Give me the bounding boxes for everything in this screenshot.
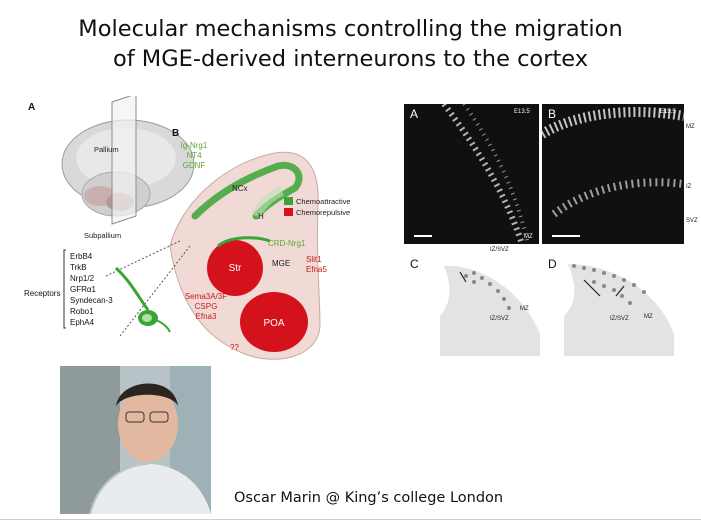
micrograph-a: [404, 104, 539, 244]
subpallium-label: Subpallium: [84, 231, 121, 240]
schema-d-dots: [572, 264, 646, 305]
repellent-3: Efna3: [196, 312, 217, 321]
title-line-2: of MGE-derived interneurons to the corte…: [112, 46, 589, 72]
schema-d-arrow-2: [615, 285, 625, 297]
receptor-1: ErbB4: [70, 252, 93, 261]
hemisphere-section: [105, 151, 321, 360]
mz-c-label: MZ: [520, 306, 529, 312]
brain-illustration: [61, 96, 195, 225]
slide-title: Molecular mechanisms controlling the mig…: [0, 14, 701, 74]
mge-label: MGE: [272, 259, 290, 268]
migration-diagram: A Pallium Subpallium B Ig-Nrg1 NT4 GDNF …: [24, 96, 350, 360]
repellent-2: CSPG: [195, 302, 218, 311]
schema-d-shape: [564, 264, 674, 356]
svz-label: SVZ: [686, 218, 698, 224]
stage-b-label: E15.5: [660, 109, 676, 115]
footer-divider: [0, 519, 701, 520]
mz-b-label: MZ: [686, 124, 695, 130]
title-line-1: Molecular mechanisms controlling the mig…: [78, 16, 623, 42]
poa-label: POA: [263, 318, 284, 329]
receptor-3: Nrp1/2: [70, 274, 95, 283]
receptors-bracket: [63, 249, 66, 329]
micrograph-figure: A B E13.5 E15.5 MZ MZ IZ SVZ IZ/SVZ C D …: [404, 104, 698, 356]
receptor-2: TrkB: [70, 263, 87, 272]
schema-panel-d-label: D: [548, 257, 557, 271]
stage-a-label: E13.5: [514, 109, 530, 115]
schema-d-arrow-1: [583, 279, 601, 297]
receptors-label: Receptors: [24, 289, 60, 298]
receptor-6: Robo1: [70, 307, 94, 316]
repellent-1: Sema3A/3F: [185, 292, 227, 301]
ncx-label: NCx: [232, 184, 248, 193]
slit1-label: Slit1: [306, 255, 322, 264]
pallium-label: Pallium: [94, 145, 119, 154]
neuron-illustration: [114, 266, 171, 333]
legend-attract-swatch: [284, 197, 293, 205]
iz-svz-label-c: IZ/SVZ: [490, 316, 509, 322]
micro-panel-b-label: B: [548, 107, 556, 121]
attractant-3: GDNF: [183, 161, 206, 170]
crd-nrg1-label: CRD-Nrg1: [268, 239, 306, 248]
h-label: H: [258, 212, 264, 221]
legend-repulse-swatch: [284, 208, 293, 216]
portrait-photo: [60, 366, 211, 514]
schema-panel-c-label: C: [410, 257, 419, 271]
photo-caption: Oscar Marin @ King’s college London: [234, 490, 504, 506]
mz-a-label: MZ: [524, 234, 533, 240]
iz-svz-label-a: IZ/SVZ: [490, 247, 509, 253]
schema-c-dots: [464, 271, 511, 310]
receptor-7: EphA4: [70, 318, 95, 327]
str-label: Str: [229, 263, 242, 274]
iz-svz-label-d: IZ/SVZ: [610, 316, 629, 322]
schema-c-shape: [440, 265, 540, 356]
receptor-5: Syndecan-3: [70, 296, 113, 305]
attractant-2: NT4: [186, 151, 202, 160]
panel-a-label: A: [28, 102, 35, 113]
mz-d-label: MZ: [644, 314, 653, 320]
panel-b-label: B: [172, 128, 179, 139]
legend-attract-label: Chemoattractive: [296, 197, 350, 206]
iz-label: IZ: [686, 184, 692, 190]
schema-c-arrow: [459, 271, 467, 283]
attractant-1: Ig-Nrg1: [181, 141, 208, 150]
efna5-label: Efna5: [306, 265, 327, 274]
unknown-label: ??: [230, 343, 239, 352]
legend-repulse-label: Chemorepulsive: [296, 208, 350, 217]
receptor-4: GFRα1: [70, 285, 97, 294]
micro-panel-a-label: A: [410, 107, 418, 121]
micrograph-b: [542, 104, 684, 244]
